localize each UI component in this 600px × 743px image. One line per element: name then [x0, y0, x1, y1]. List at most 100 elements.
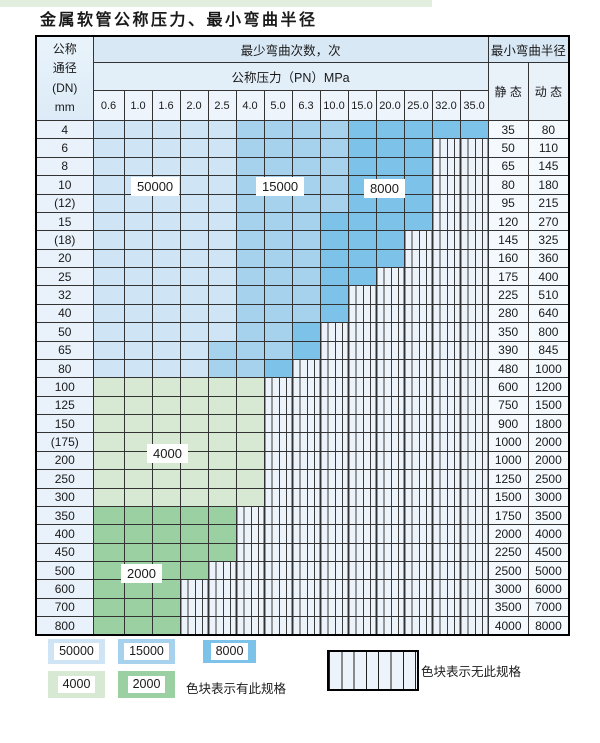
grid-cell: [319, 266, 349, 287]
grid-cell: [459, 469, 489, 489]
grid-cell: [179, 119, 209, 140]
grid-cell: [179, 358, 209, 379]
pressure-column-header: 20.0: [375, 90, 405, 121]
grid-cell: [431, 211, 461, 232]
dynamic-radius-value: 400: [527, 266, 570, 287]
pressure-column-header: 32.0: [431, 90, 461, 121]
grid-cell: [459, 450, 489, 471]
grid-cell: [319, 395, 349, 416]
dn-value: 20: [35, 248, 94, 269]
grid-cell: [92, 193, 125, 213]
grid-cell: [431, 542, 461, 563]
grid-cell: [92, 211, 125, 232]
grid-cell: [92, 266, 125, 287]
table-row: 15 120 270: [35, 211, 570, 232]
grid-cell: [207, 469, 237, 489]
table-row: 350 1750 3500: [35, 505, 570, 526]
grid-cell: [123, 248, 153, 269]
grid-cell: [235, 487, 265, 507]
grid-cell: [92, 597, 125, 618]
grid-cell: [291, 616, 321, 636]
grid-cell: [375, 395, 405, 416]
grid-cell: [403, 230, 433, 250]
dn-header-line: (DN): [52, 80, 78, 95]
table-row: 450 2250 4500: [35, 542, 570, 563]
grid-cell: [151, 616, 181, 636]
grid-cell: [291, 579, 321, 599]
grid-cell: [207, 597, 237, 618]
grid-cell: [151, 285, 181, 305]
table-row: 40 280 640: [35, 303, 570, 324]
grid-cell: [431, 358, 461, 379]
dn-value: 25: [35, 266, 94, 287]
grid-cell: [235, 450, 265, 471]
grid-cell: [375, 505, 405, 526]
dynamic-radius-value: 800: [527, 322, 570, 342]
grid-cell: [235, 340, 265, 360]
grid-cell: [291, 560, 321, 581]
grid-cell: [319, 358, 349, 379]
scan-edge-artifact: [0, 0, 432, 7]
dn-value: 500: [35, 560, 94, 581]
grid-cell: [92, 616, 125, 636]
grid-cell: [235, 248, 265, 269]
dynamic-radius-value: 80: [527, 119, 570, 140]
grid-cell: [263, 579, 293, 599]
dn-value: 350: [35, 505, 94, 526]
grid-cell: [123, 156, 153, 177]
grid-cell: [459, 395, 489, 416]
grid-cell: [431, 266, 461, 287]
grid-cell: [403, 542, 433, 563]
grid-cell: [431, 505, 461, 526]
grid-cell: [235, 432, 265, 452]
grid-cell: [459, 211, 489, 232]
grid-cell: [92, 413, 125, 434]
static-radius-value: 2500: [487, 560, 529, 581]
dn-value: 8: [35, 156, 94, 177]
dynamic-radius-value: 2000: [527, 450, 570, 471]
dn-value: 40: [35, 303, 94, 324]
grid-cell: [459, 413, 489, 434]
grid-cell: [123, 285, 153, 305]
dn-header-line: 公称: [52, 42, 77, 57]
dynamic-radius-value: 270: [527, 211, 570, 232]
grid-cell: [403, 524, 433, 544]
grid-cell: [263, 248, 293, 269]
grid-cell: [207, 248, 237, 269]
grid-cell: [291, 358, 321, 379]
static-radius-value: 350: [487, 322, 529, 342]
grid-cell: [123, 230, 153, 250]
grid-cell: [375, 248, 405, 269]
grid-cell: [151, 542, 181, 563]
grid-cell: [235, 395, 265, 416]
grid-cell: [151, 119, 181, 140]
grid-cell: [459, 230, 489, 250]
legend-swatch-label: 2000: [127, 676, 166, 693]
legend-no-spec-swatch: [327, 650, 419, 691]
grid-cell: [263, 377, 293, 397]
static-radius-value: 50: [487, 138, 529, 158]
grid-cell: [403, 248, 433, 269]
grid-cell: [151, 579, 181, 599]
table-row: 800 4000 8000: [35, 616, 570, 636]
static-radius-value: 750: [487, 395, 529, 416]
grid-cell: [291, 505, 321, 526]
grid-cell: [235, 119, 265, 140]
dn-value: (175): [35, 432, 94, 452]
grid-cell: [291, 432, 321, 452]
grid-cell: [375, 230, 405, 250]
grid-cell: [179, 303, 209, 324]
zone-label-50000: 50000: [131, 177, 180, 196]
grid-cell: [235, 303, 265, 324]
grid-cell: [347, 156, 377, 177]
dn-value: 200: [35, 450, 94, 471]
grid-cell: [92, 156, 125, 177]
grid-cell: [319, 432, 349, 452]
grid-cell: [403, 450, 433, 471]
grid-cell: [92, 469, 125, 489]
grid-cell: [179, 542, 209, 563]
grid-cell: [431, 616, 461, 636]
grid-cell: [347, 597, 377, 618]
grid-cell: [319, 156, 349, 177]
legend-swatch-50000: 50000: [48, 639, 105, 664]
